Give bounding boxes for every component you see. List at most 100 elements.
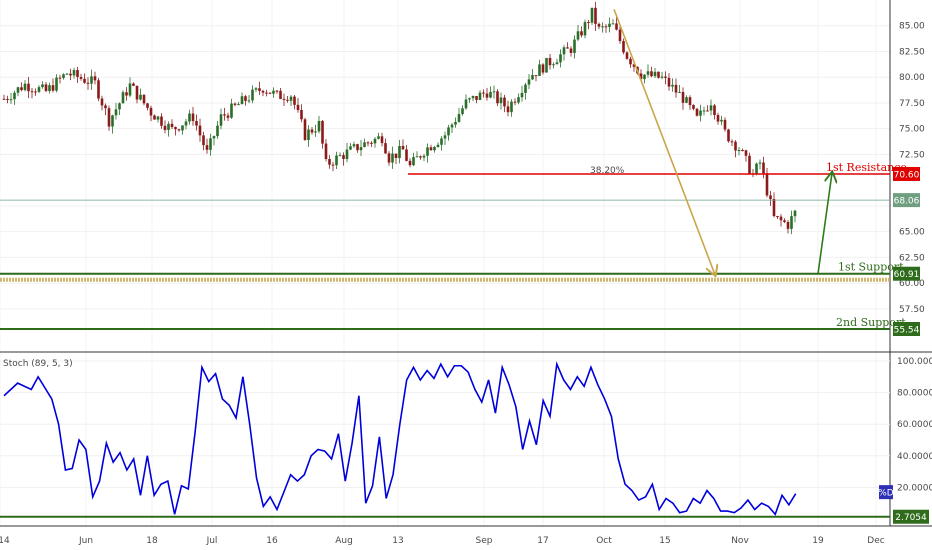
stochastic-value-badge: 2.7054 [895,513,927,523]
candle-body [104,105,107,109]
candle-body [275,90,279,92]
candle-body [170,123,174,128]
candle-body [513,101,517,103]
candle-body [415,156,419,158]
candle-body [433,146,436,151]
candle-body [492,91,496,93]
candle-body [258,88,261,91]
candle-body [23,83,27,91]
candle-body [58,77,62,79]
candle-body [324,143,328,160]
candle-body [422,155,426,158]
candle-body [510,101,513,113]
candle-body [629,58,632,65]
candle-body [286,99,289,101]
candle-body [37,87,41,92]
candle-body [13,92,16,100]
candle-body [160,116,163,126]
candle-body [695,108,699,116]
candle-body [590,7,594,23]
price-tick-label: 60.00 [899,279,925,289]
candlestick-series [2,1,797,235]
candle-body [146,103,149,108]
candle-body [167,123,170,130]
candle-body [692,105,695,109]
candle-body [660,76,664,78]
candle-body [552,64,555,66]
candle-body [118,103,121,110]
down-projection-arrow [613,8,715,274]
candle-body [265,92,268,94]
resistance-label: 1st Resistance [826,161,907,174]
candle-body [51,85,55,91]
candle-body [114,109,118,116]
time-tick-label: Dec [867,536,884,546]
candle-body [594,7,597,24]
candle-body [758,162,762,164]
candle-body [611,23,615,25]
candle-body [688,97,692,106]
candle-body [440,138,443,145]
candle-body [573,39,576,53]
candle-body [744,150,748,156]
candle-body [90,76,93,84]
candle-body [83,78,86,83]
candle-body [86,82,90,84]
candle-body [664,76,667,78]
candle-body [706,110,709,112]
price-tick-label: 72.50 [899,150,925,160]
candle-body [335,155,338,166]
candle-body [111,115,114,127]
candle-body [506,106,510,113]
candle-body [671,84,674,87]
candle-body [499,97,503,104]
candle-body [212,136,216,139]
candle-body [128,83,132,96]
candle-body [478,92,482,100]
candle-body [503,97,506,107]
candle-body [741,150,744,152]
candle-body [370,142,373,144]
candle-body [685,97,688,103]
candle-body [597,23,601,27]
candle-body [457,114,461,122]
candle-body [443,135,447,139]
candle-body [429,147,433,151]
candle-body [16,87,20,93]
support-2-badge-bg [893,322,920,336]
candle-body [300,110,303,120]
candle-body [261,90,265,93]
candle-body [653,71,657,77]
candle-body [149,107,153,116]
candle-body [251,89,254,101]
candle-body [62,74,65,78]
time-tick-label: Aug [335,536,353,546]
candle-body [622,41,625,53]
candle-body [317,120,321,132]
candle-body [401,145,405,150]
candle-body [65,73,69,75]
candle-body [545,58,548,73]
candle-body [69,73,72,76]
price-tick-label: 85.00 [899,22,925,32]
candle-body [464,99,468,109]
candle-body [527,79,531,85]
time-tick-label: 17 [537,536,548,546]
stochastic-tick-label: 100.0000 [897,357,932,367]
candle-body [303,119,307,140]
candle-body [177,129,181,131]
candle-body [737,150,741,152]
support-1-badge-bg [893,266,920,281]
candle-body [632,64,636,67]
time-tick-label: 14 [0,536,10,546]
candle-body [55,77,58,91]
stochastic-line[interactable] [3,361,797,516]
candle-body [580,31,583,36]
candle-body [790,216,793,229]
candle-body [604,26,608,28]
candle-body [135,85,139,100]
candle-body [555,62,559,65]
price-tick-label: 57.50 [899,305,925,315]
candle-body [296,104,300,111]
price-axis: 85.00 82.50 80.00 77.50 75.00 72.50 65.00 62.50… [899,22,925,315]
